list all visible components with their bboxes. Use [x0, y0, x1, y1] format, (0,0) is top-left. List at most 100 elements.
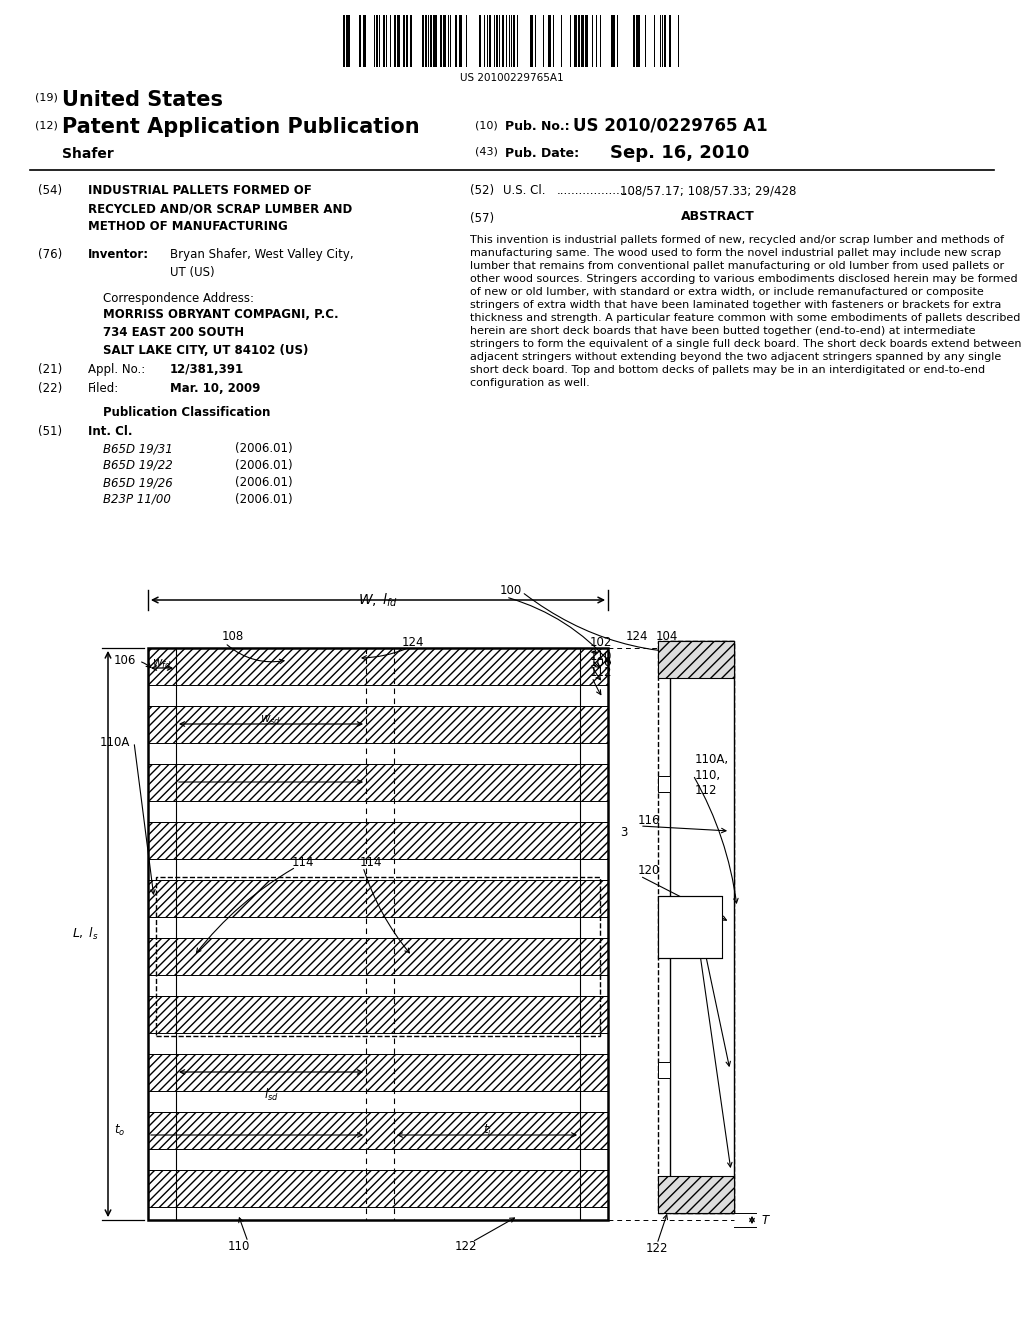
Text: Pub. Date:: Pub. Date:: [505, 147, 580, 160]
Bar: [502, 15, 504, 67]
Text: Publication Classification: Publication Classification: [103, 407, 270, 418]
Text: 106: 106: [114, 655, 136, 668]
Text: 116: 116: [695, 903, 718, 916]
Bar: [443, 15, 446, 67]
Text: (2006.01): (2006.01): [234, 442, 293, 455]
Text: $t_o$: $t_o$: [115, 1122, 126, 1138]
Text: Inventor:: Inventor:: [88, 248, 150, 261]
Bar: [425, 15, 427, 67]
Text: 124: 124: [402, 636, 425, 649]
Text: ABSTRACT: ABSTRACT: [681, 210, 755, 223]
Bar: [530, 15, 534, 67]
Bar: [479, 15, 481, 67]
Bar: [410, 15, 412, 67]
Bar: [148, 648, 608, 1220]
Bar: [658, 1063, 670, 1078]
Bar: [455, 15, 457, 67]
Bar: [548, 15, 551, 67]
Text: (57): (57): [470, 213, 495, 224]
Bar: [440, 15, 442, 67]
Text: 108: 108: [222, 630, 245, 643]
Text: 110,: 110,: [695, 768, 721, 781]
Text: 110: 110: [590, 649, 612, 663]
Text: 102: 102: [590, 636, 612, 649]
Bar: [148, 1034, 608, 1053]
Bar: [658, 642, 734, 678]
Text: B23P 11/00: B23P 11/00: [103, 492, 171, 506]
Text: 110A,: 110A,: [695, 754, 729, 767]
Bar: [611, 15, 615, 67]
Text: 108/57.17; 108/57.33; 29/428: 108/57.17; 108/57.33; 29/428: [620, 183, 797, 197]
Bar: [346, 15, 350, 67]
Bar: [148, 801, 608, 822]
Text: (22): (22): [38, 381, 62, 395]
Bar: [148, 706, 608, 743]
Text: B65D 19/31: B65D 19/31: [103, 442, 173, 455]
Bar: [669, 15, 671, 67]
Text: (76): (76): [38, 248, 62, 261]
Text: .....................: .....................: [557, 183, 636, 197]
Bar: [636, 15, 640, 67]
Text: 104: 104: [656, 630, 678, 643]
Text: 122: 122: [646, 1242, 669, 1254]
Text: Correspondence Address:: Correspondence Address:: [103, 292, 254, 305]
Text: Patent Application Publication: Patent Application Publication: [62, 117, 420, 137]
Bar: [148, 648, 608, 685]
Text: (43): (43): [475, 147, 498, 157]
Bar: [459, 15, 462, 67]
Bar: [148, 1053, 608, 1092]
Text: (12): (12): [35, 120, 58, 129]
Text: 112: 112: [695, 784, 718, 796]
Bar: [359, 15, 361, 67]
Text: MORRISS OBRYANT COMPAGNI, P.C.
734 EAST 200 SOUTH
SALT LAKE CITY, UT 84102 (US): MORRISS OBRYANT COMPAGNI, P.C. 734 EAST …: [103, 308, 339, 356]
Text: 116: 116: [638, 813, 660, 826]
Text: (2006.01): (2006.01): [234, 492, 293, 506]
Text: $L,\;l_s$: $L,\;l_s$: [73, 925, 99, 942]
Bar: [578, 15, 580, 67]
Text: 110A: 110A: [99, 735, 130, 748]
Text: US 20100229765A1: US 20100229765A1: [460, 73, 564, 83]
Text: INDUSTRIAL PALLETS FORMED OF
RECYCLED AND/OR SCRAP LUMBER AND
METHOD OF MANUFACT: INDUSTRIAL PALLETS FORMED OF RECYCLED AN…: [88, 183, 352, 234]
Bar: [513, 15, 515, 67]
Text: (10): (10): [475, 120, 498, 129]
Bar: [585, 15, 588, 67]
Bar: [433, 15, 437, 67]
Bar: [383, 15, 385, 67]
Bar: [343, 15, 345, 67]
Text: Pub. No.:: Pub. No.:: [505, 120, 569, 133]
Bar: [430, 15, 432, 67]
Bar: [489, 15, 490, 67]
Text: $w_{sd}$: $w_{sd}$: [260, 714, 282, 727]
Bar: [148, 685, 608, 706]
Text: 3: 3: [620, 825, 628, 838]
Bar: [148, 1148, 608, 1170]
Bar: [148, 997, 608, 1034]
Text: 122: 122: [455, 1241, 477, 1254]
Text: Int. Cl.: Int. Cl.: [88, 425, 132, 438]
Bar: [148, 975, 608, 997]
Text: (54): (54): [38, 183, 62, 197]
Bar: [496, 15, 498, 67]
Bar: [148, 743, 608, 764]
Text: U.S. Cl.: U.S. Cl.: [503, 183, 546, 197]
Text: 114: 114: [360, 855, 383, 869]
Bar: [148, 917, 608, 939]
Text: Sep. 16, 2010: Sep. 16, 2010: [610, 144, 750, 162]
Text: United States: United States: [62, 90, 223, 110]
Bar: [148, 859, 608, 880]
Text: Shafer: Shafer: [62, 147, 114, 161]
Text: 124: 124: [626, 630, 648, 643]
Text: (51): (51): [38, 425, 62, 438]
Bar: [397, 15, 400, 67]
Bar: [574, 15, 577, 67]
Bar: [156, 876, 600, 1036]
Text: B65D 19/22: B65D 19/22: [103, 459, 173, 473]
Bar: [406, 15, 408, 67]
Text: $w_{fd}$: $w_{fd}$: [153, 657, 172, 671]
Text: $T$: $T$: [761, 1213, 771, 1226]
Bar: [658, 642, 734, 1213]
Text: $l_{sd}$: $l_{sd}$: [263, 1086, 279, 1104]
Bar: [148, 764, 608, 801]
Bar: [148, 1111, 608, 1148]
Text: 100: 100: [500, 583, 522, 597]
